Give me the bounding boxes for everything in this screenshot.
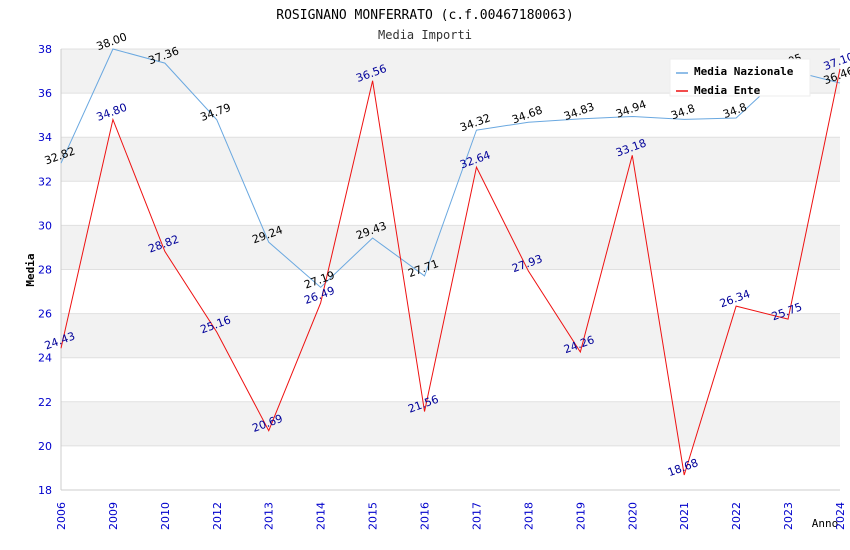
y-tick-label: 18 [38, 484, 52, 497]
y-tick-label: 34 [38, 131, 52, 144]
series-lines [60, 48, 841, 476]
legend-label-ente: Media Ente [694, 84, 761, 97]
data-label-nazionale: 34.68 [510, 103, 544, 126]
plot-bands [61, 49, 840, 446]
x-tick-label: 2019 [574, 502, 587, 530]
y-axis-title: Media [24, 253, 37, 286]
y-tick-label: 28 [38, 264, 52, 277]
series-line-media-nazionale [60, 48, 841, 289]
x-tick-label: 2017 [470, 502, 483, 530]
y-tick-label: 30 [38, 219, 52, 232]
y-tick-labels: 18 20 22 24 26 28 30 32 34 36 38 [38, 43, 52, 497]
x-tick-label: 2023 [782, 502, 795, 530]
x-tick-label: 2020 [626, 502, 639, 530]
data-label-ente: 18.68 [666, 456, 700, 479]
data-label-nazionale: 34.83 [562, 100, 596, 123]
x-tick-label: 2014 [315, 502, 328, 530]
y-tick-label: 26 [38, 308, 52, 321]
plot-band [61, 137, 840, 182]
y-tick-label: 36 [38, 87, 52, 100]
x-tick-label: 2015 [367, 502, 380, 530]
legend: Media Nazionale Media Ente [669, 58, 811, 97]
data-label-nazionale: 34.32 [458, 111, 492, 134]
series-line-media-ente [60, 68, 841, 476]
legend-label-nazionale: Media Nazionale [694, 65, 794, 78]
x-tick-label: 2016 [419, 502, 432, 530]
plot-band [61, 401, 840, 446]
grid-lines [61, 48, 840, 491]
x-tick-label: 2006 [55, 502, 68, 530]
data-label-ente: 26.34 [718, 287, 752, 310]
x-tick-label: 2010 [159, 502, 172, 530]
plot-band [61, 313, 840, 358]
y-tick-label: 38 [38, 43, 52, 56]
x-tick-label: 2009 [107, 502, 120, 530]
x-tick-label: 2021 [678, 502, 691, 530]
x-tick-label: 2012 [211, 502, 224, 530]
y-tick-label: 24 [38, 352, 52, 365]
x-axis-title: Anno [812, 517, 839, 530]
plot-band [61, 225, 840, 270]
data-label-nazionale: 34.79 [199, 101, 233, 124]
chart-title: ROSIGNANO MONFERRATO (c.f.00467180063) [276, 8, 573, 23]
y-tick-label: 22 [38, 396, 52, 409]
x-tick-labels: 2006 2009 2010 2012 2013 2014 2015 2016 2017 2018… [55, 502, 847, 530]
data-label-ente: 34.80 [95, 101, 129, 124]
y-tick-label: 20 [38, 440, 52, 453]
x-tick-label: 2022 [730, 502, 743, 530]
x-tick-label: 2024 [834, 502, 847, 530]
x-tick-label: 2018 [522, 502, 535, 530]
y-tick-label: 32 [38, 175, 52, 188]
chart-subtitle: Media Importi [378, 28, 472, 42]
x-tick-label: 2013 [263, 502, 276, 530]
legend-box [669, 58, 811, 97]
